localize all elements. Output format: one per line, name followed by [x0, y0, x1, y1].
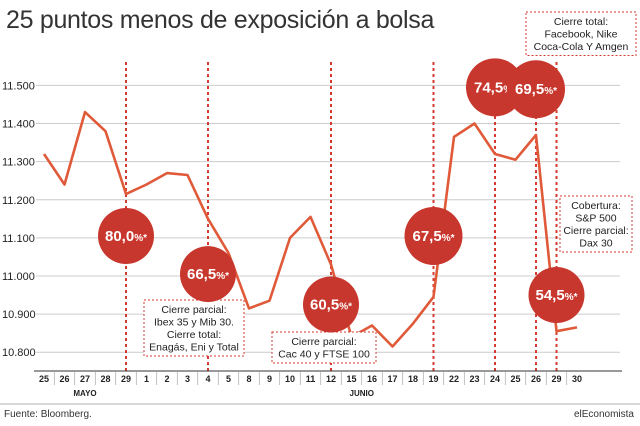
annotation-box: [271, 331, 377, 364]
x-tick-label: 11: [306, 374, 316, 384]
y-tick-label: 11.500: [2, 80, 35, 92]
x-tick-label: 26: [531, 374, 541, 384]
percent-bubbles: 80,0%*66,5%*60,5%*67,5%*74,5%*69,5%*54,5…: [98, 58, 585, 333]
percent-bubble-label: 54,5%*: [536, 287, 578, 304]
annotation-text: Cierre total:: [167, 329, 221, 341]
source-note: Fuente: Bloomberg.: [4, 409, 92, 420]
y-tick-label: 11.000: [2, 271, 35, 283]
y-axis-labels: 10.800 10.900 11.000 11.100 11.200 11.300 11.4…: [2, 80, 36, 359]
annotation-text: Facebook, Nike: [545, 29, 618, 41]
percent-bubble: [404, 206, 463, 265]
annotation-boxes: Cierre parcial:Ibex 35 y Mib 30.Cierre t…: [143, 11, 637, 364]
x-tick-label: 15: [346, 374, 356, 384]
x-tick-label: 25: [39, 374, 49, 384]
x-tick-label: 18: [408, 374, 418, 384]
y-tick-label: 11.400: [2, 119, 35, 131]
annotation-text: Enagás, Eni y Total: [149, 342, 239, 354]
x-tick-label: 2: [164, 374, 169, 384]
annotation-text: Dax 30: [579, 238, 612, 250]
x-tick-label: 10: [285, 374, 295, 384]
annotation-box: [143, 299, 245, 357]
x-tick-label: 23: [469, 374, 479, 384]
x-tick-label: 22: [449, 374, 459, 384]
y-tick-label: 11.100: [2, 233, 35, 245]
percent-bubble: [466, 58, 524, 117]
brand-label: elEconomista: [573, 409, 634, 420]
x-tick-label: 5: [226, 374, 231, 384]
month-label: JUNIO: [350, 389, 374, 398]
x-tick-label: 8: [246, 374, 251, 384]
percent-bubble-label: 66,5%*: [187, 266, 229, 283]
y-tick-label: 10.800: [2, 347, 36, 359]
annotation-box: [525, 11, 637, 56]
annotation-text: S&P 500: [575, 213, 616, 225]
x-tick-label: 28: [100, 374, 110, 384]
x-tick-label: 25: [510, 374, 520, 384]
x-tick-label: 17: [387, 374, 397, 384]
x-tick-label: 16: [367, 374, 377, 384]
percent-bubble-label: 67,5%*: [413, 228, 455, 245]
percent-bubble: [180, 246, 236, 303]
x-axis: 25 26 27 28 29 1 2 3 4 5 8 9 10 11 12 15 16 17 18 19 22 23 24 2…: [0, 370, 640, 405]
percent-bubble: [528, 267, 585, 324]
percent-bubble: [98, 207, 154, 264]
chart-title: 25 puntos menos de exposición a bolsa: [6, 6, 435, 34]
y-tick-label: 10.900: [2, 309, 36, 321]
annotation-text: Cierre parcial:: [563, 225, 628, 237]
month-label: MAYO: [73, 389, 96, 398]
annotation-text: Cierre total:: [554, 16, 608, 28]
x-tick-label: 29: [121, 374, 131, 384]
annotation-text: Ibex 35 y Mib 30.: [154, 317, 234, 329]
x-tick-label: 24: [490, 374, 500, 384]
x-tick-label: 4: [205, 374, 210, 384]
x-tick-label: 27: [80, 374, 90, 384]
x-tick-label: 9: [267, 374, 272, 384]
percent-bubble: [303, 276, 359, 333]
x-tick-label: 26: [59, 374, 69, 384]
y-tick-label: 11.300: [2, 157, 35, 169]
annotation-text: Coca-Cola Y Amgen: [534, 41, 629, 53]
annotation-text: Cierre parcial:: [161, 304, 226, 316]
percent-bubble-label: 80,0%*: [105, 228, 147, 245]
y-tick-label: 11.200: [2, 195, 35, 207]
percent-bubble-label: 60,5%*: [310, 297, 352, 314]
annotation-box: [559, 195, 633, 253]
x-tick-label: 19: [428, 374, 438, 384]
percent-bubble: [507, 60, 565, 119]
x-tick-label: 12: [326, 374, 336, 384]
x-tick-label: 29: [551, 374, 561, 384]
annotation-text: Cierre parcial:: [291, 336, 356, 348]
percent-bubble-label: 69,5%*: [515, 81, 557, 98]
annotation-text: Cac 40 y FTSE 100: [278, 349, 370, 361]
x-tick-label: 3: [185, 374, 190, 384]
x-tick-label: 1: [144, 374, 149, 384]
x-tick-label: 30: [572, 374, 582, 384]
annotation-text: Cobertura:: [571, 200, 621, 212]
